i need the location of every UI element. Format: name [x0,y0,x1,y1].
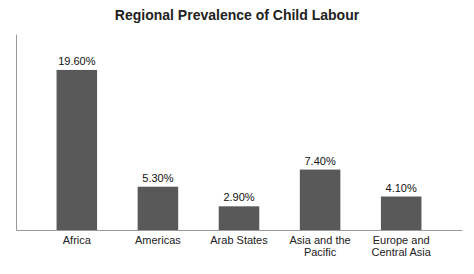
x-tick: Americas [135,234,181,246]
x-tick-label-line: Americas [135,234,181,246]
x-tick-label-line: Africa [63,234,92,246]
x-axis: Africa Americas Arab States Asia and thePac… [17,231,463,259]
x-tick: Arab States [210,234,268,246]
data-label: 2.90% [223,191,254,203]
y-axis [16,35,17,231]
x-tick-label-line: Europe and [373,234,430,246]
x-tick: Asia and thePacific [290,234,351,259]
bar [219,206,260,230]
x-axis-line [17,230,463,231]
x-tick-label: Europe andCentral Asia [372,234,432,259]
data-label: 4.10% [386,182,417,194]
x-tick-label-line: Pacific [304,246,337,258]
bar [138,187,179,230]
x-tick: Europe andCentral Asia [372,234,432,259]
bar [381,197,422,230]
x-tick-label-line: Central Asia [372,246,432,258]
data-label: 19.60% [58,55,96,67]
x-tick-label: Americas [135,234,181,246]
x-tick-label: Africa [63,234,92,246]
chart: Regional Prevalence of Child Labour Afric… [0,0,474,274]
x-tick-label-line: Arab States [210,234,268,246]
data-label: 7.40% [304,155,335,167]
title: Regional Prevalence of Child Labour [115,7,360,23]
x-tick-label-line: Asia and the [290,234,351,246]
x-tick: Africa [63,234,92,246]
x-tick-label: Arab States [210,234,268,246]
data-label: 5.30% [142,172,173,184]
x-tick-label: Asia and thePacific [290,234,351,259]
bar [300,170,341,230]
y-axis-line [16,35,17,231]
plot: Africa Americas Arab States Asia and thePac… [17,35,463,259]
bar [57,70,98,230]
bars [57,70,422,230]
data-labels: 19.60% 5.30% 2.90% 7.40% 4.10% [58,55,417,203]
